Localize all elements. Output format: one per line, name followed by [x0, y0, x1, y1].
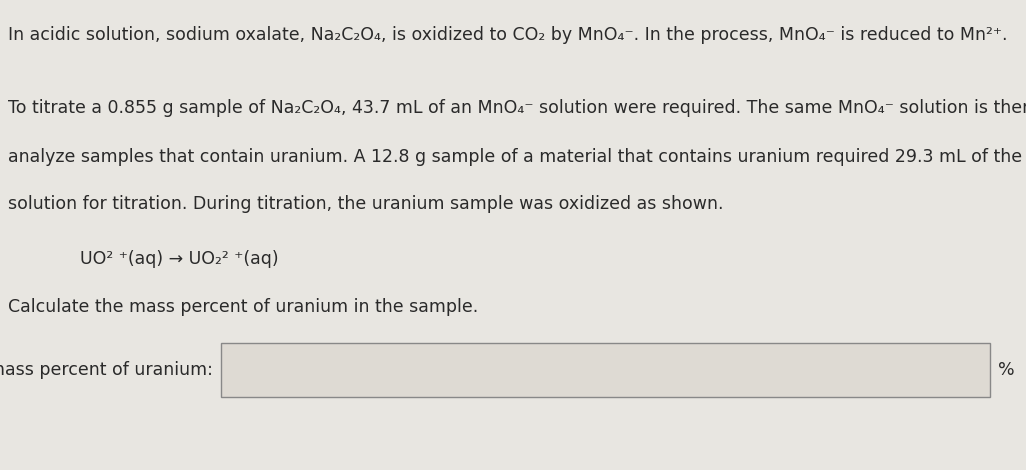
Text: solution for titration. During titration, the uranium sample was oxidized as sho: solution for titration. During titration…: [8, 195, 723, 213]
Text: analyze samples that contain uranium. A 12.8 g sample of a material that contain: analyze samples that contain uranium. A …: [8, 148, 1026, 166]
Text: To titrate a 0.855 g sample of Na₂C₂O₄, 43.7 mL of an MnO₄⁻ solution were requir: To titrate a 0.855 g sample of Na₂C₂O₄, …: [8, 99, 1026, 117]
FancyBboxPatch shape: [221, 343, 990, 397]
Text: In acidic solution, sodium oxalate, Na₂C₂O₄, is oxidized to CO₂ by MnO₄⁻. In the: In acidic solution, sodium oxalate, Na₂C…: [8, 26, 1008, 44]
Text: Calculate the mass percent of uranium in the sample.: Calculate the mass percent of uranium in…: [8, 298, 478, 316]
Text: %: %: [998, 361, 1015, 379]
Text: mass percent of uranium:: mass percent of uranium:: [0, 361, 212, 379]
Text: UO² ⁺(aq) → UO₂² ⁺(aq): UO² ⁺(aq) → UO₂² ⁺(aq): [80, 250, 279, 268]
